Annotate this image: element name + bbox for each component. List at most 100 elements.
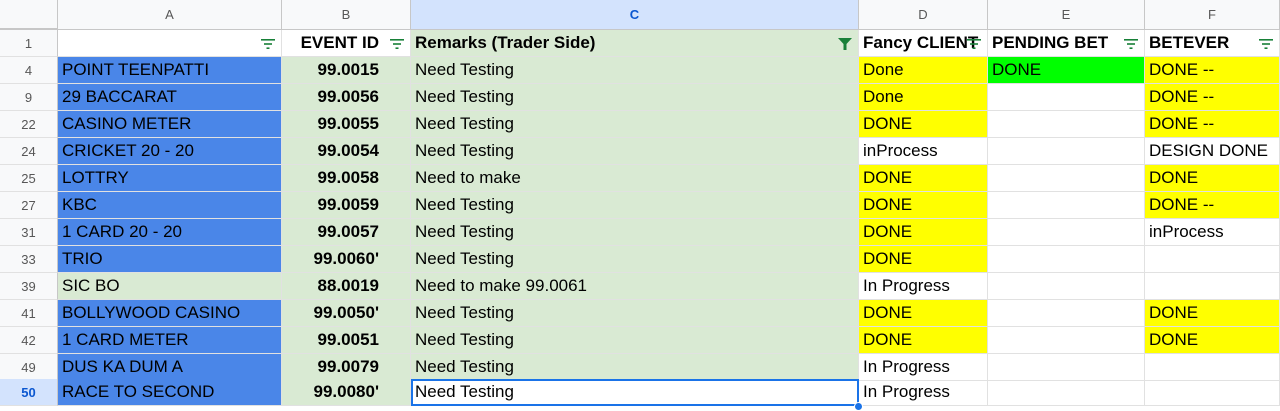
fancy-client-cell[interactable]: inProcess xyxy=(859,138,988,165)
row-number[interactable]: 42 xyxy=(0,327,58,354)
remarks-cell[interactable]: Need Testing xyxy=(411,300,859,327)
game-cell[interactable]: 1 CARD 20 - 20 xyxy=(58,219,282,246)
event-id-cell[interactable]: 99.0051 xyxy=(282,327,411,354)
pending-bet-cell[interactable]: DONE xyxy=(988,57,1145,84)
event-id-cell[interactable]: 99.0080' xyxy=(282,379,411,406)
event-id-cell[interactable]: 99.0056 xyxy=(282,84,411,111)
event-id-cell[interactable]: 99.0060' xyxy=(282,246,411,273)
betever-cell[interactable] xyxy=(1145,379,1280,406)
betever-cell[interactable]: DONE xyxy=(1145,300,1280,327)
header-cell-game[interactable] xyxy=(58,30,282,57)
filter-icon[interactable] xyxy=(1259,38,1273,50)
row-number[interactable]: 25 xyxy=(0,165,58,192)
remarks-cell[interactable]: Need Testing xyxy=(411,192,859,219)
column-header-e[interactable]: E xyxy=(988,0,1145,30)
column-header-b[interactable]: B xyxy=(282,0,411,30)
betever-cell[interactable] xyxy=(1145,273,1280,300)
pending-bet-cell[interactable] xyxy=(988,273,1145,300)
filter-active-icon[interactable] xyxy=(838,38,852,50)
fancy-client-cell[interactable]: DONE xyxy=(859,327,988,354)
filter-icon[interactable] xyxy=(390,38,404,50)
row-number[interactable]: 49 xyxy=(0,354,58,381)
header-cell-betever[interactable]: BETEVER xyxy=(1145,30,1280,57)
pending-bet-cell[interactable] xyxy=(988,84,1145,111)
row-number[interactable]: 50 xyxy=(0,379,58,406)
event-id-cell[interactable]: 99.0079 xyxy=(282,354,411,381)
fancy-client-cell[interactable]: DONE xyxy=(859,300,988,327)
betever-cell[interactable]: DONE xyxy=(1145,165,1280,192)
event-id-cell[interactable]: 99.0015 xyxy=(282,57,411,84)
fancy-client-cell[interactable]: In Progress xyxy=(859,379,988,406)
row-number[interactable]: 24 xyxy=(0,138,58,165)
betever-cell[interactable] xyxy=(1145,246,1280,273)
fancy-client-cell[interactable]: DONE xyxy=(859,111,988,138)
fancy-client-cell[interactable]: DONE xyxy=(859,165,988,192)
event-id-cell[interactable]: 88.0019 xyxy=(282,273,411,300)
pending-bet-cell[interactable] xyxy=(988,111,1145,138)
pending-bet-cell[interactable] xyxy=(988,192,1145,219)
header-cell-event-id[interactable]: EVENT ID xyxy=(282,30,411,57)
event-id-cell[interactable]: 99.0050' xyxy=(282,300,411,327)
row-number[interactable]: 9 xyxy=(0,84,58,111)
betever-cell[interactable]: DONE -- xyxy=(1145,192,1280,219)
header-cell-pending-bet[interactable]: PENDING BET xyxy=(988,30,1145,57)
row-number[interactable]: 22 xyxy=(0,111,58,138)
pending-bet-cell[interactable] xyxy=(988,327,1145,354)
game-cell[interactable]: LOTTRY xyxy=(58,165,282,192)
fancy-client-cell[interactable]: DONE xyxy=(859,192,988,219)
row-number[interactable]: 33 xyxy=(0,246,58,273)
fancy-client-cell[interactable]: DONE xyxy=(859,219,988,246)
game-cell[interactable]: CASINO METER xyxy=(58,111,282,138)
remarks-cell[interactable]: Need Testing xyxy=(411,111,859,138)
fancy-client-cell[interactable]: In Progress xyxy=(859,273,988,300)
pending-bet-cell[interactable] xyxy=(988,246,1145,273)
betever-cell[interactable]: DONE xyxy=(1145,327,1280,354)
filter-icon[interactable] xyxy=(261,38,275,50)
remarks-cell[interactable]: Need Testing xyxy=(411,354,859,381)
remarks-cell[interactable]: Need Testing xyxy=(411,138,859,165)
game-cell[interactable]: SIC BO xyxy=(58,273,282,300)
game-cell[interactable]: 29 BACCARAT xyxy=(58,84,282,111)
pending-bet-cell[interactable] xyxy=(988,300,1145,327)
row-number[interactable]: 27 xyxy=(0,192,58,219)
row-number[interactable]: 41 xyxy=(0,300,58,327)
betever-cell[interactable]: DONE -- xyxy=(1145,111,1280,138)
row-number[interactable]: 1 xyxy=(0,30,58,57)
game-cell[interactable]: RACE TO SECOND xyxy=(58,379,282,406)
pending-bet-cell[interactable] xyxy=(988,219,1145,246)
pending-bet-cell[interactable] xyxy=(988,138,1145,165)
game-cell[interactable]: POINT TEENPATTI xyxy=(58,57,282,84)
row-number[interactable]: 4 xyxy=(0,57,58,84)
remarks-cell[interactable]: Need Testing xyxy=(411,327,859,354)
remarks-cell[interactable]: Need to make 99.0061 xyxy=(411,273,859,300)
game-cell[interactable]: TRIO xyxy=(58,246,282,273)
header-cell-remarks[interactable]: Remarks (Trader Side) xyxy=(411,30,859,57)
event-id-cell[interactable]: 99.0058 xyxy=(282,165,411,192)
event-id-cell[interactable]: 99.0059 xyxy=(282,192,411,219)
column-header-a[interactable]: A xyxy=(58,0,282,30)
column-header-c[interactable]: C xyxy=(411,0,859,30)
betever-cell[interactable] xyxy=(1145,354,1280,381)
game-cell[interactable]: KBC xyxy=(58,192,282,219)
remarks-cell[interactable]: Need Testing xyxy=(411,246,859,273)
fancy-client-cell[interactable]: Done xyxy=(859,84,988,111)
game-cell[interactable]: 1 CARD METER xyxy=(58,327,282,354)
event-id-cell[interactable]: 99.0054 xyxy=(282,138,411,165)
column-header-f[interactable]: F xyxy=(1145,0,1280,30)
column-header-d[interactable]: D xyxy=(859,0,988,30)
game-cell[interactable]: CRICKET 20 - 20 xyxy=(58,138,282,165)
fancy-client-cell[interactable]: In Progress xyxy=(859,354,988,381)
betever-cell[interactable]: inProcess xyxy=(1145,219,1280,246)
row-number[interactable]: 39 xyxy=(0,273,58,300)
filter-icon[interactable] xyxy=(1124,38,1138,50)
fancy-client-cell[interactable]: DONE xyxy=(859,246,988,273)
pending-bet-cell[interactable] xyxy=(988,165,1145,192)
remarks-cell-selected[interactable]: Need Testing xyxy=(411,379,859,406)
select-all-corner[interactable] xyxy=(0,0,58,30)
remarks-cell[interactable]: Need Testing xyxy=(411,84,859,111)
remarks-cell[interactable]: Need Testing xyxy=(411,219,859,246)
pending-bet-cell[interactable] xyxy=(988,379,1145,406)
row-number[interactable]: 31 xyxy=(0,219,58,246)
remarks-cell[interactable]: Need Testing xyxy=(411,57,859,84)
event-id-cell[interactable]: 99.0057 xyxy=(282,219,411,246)
